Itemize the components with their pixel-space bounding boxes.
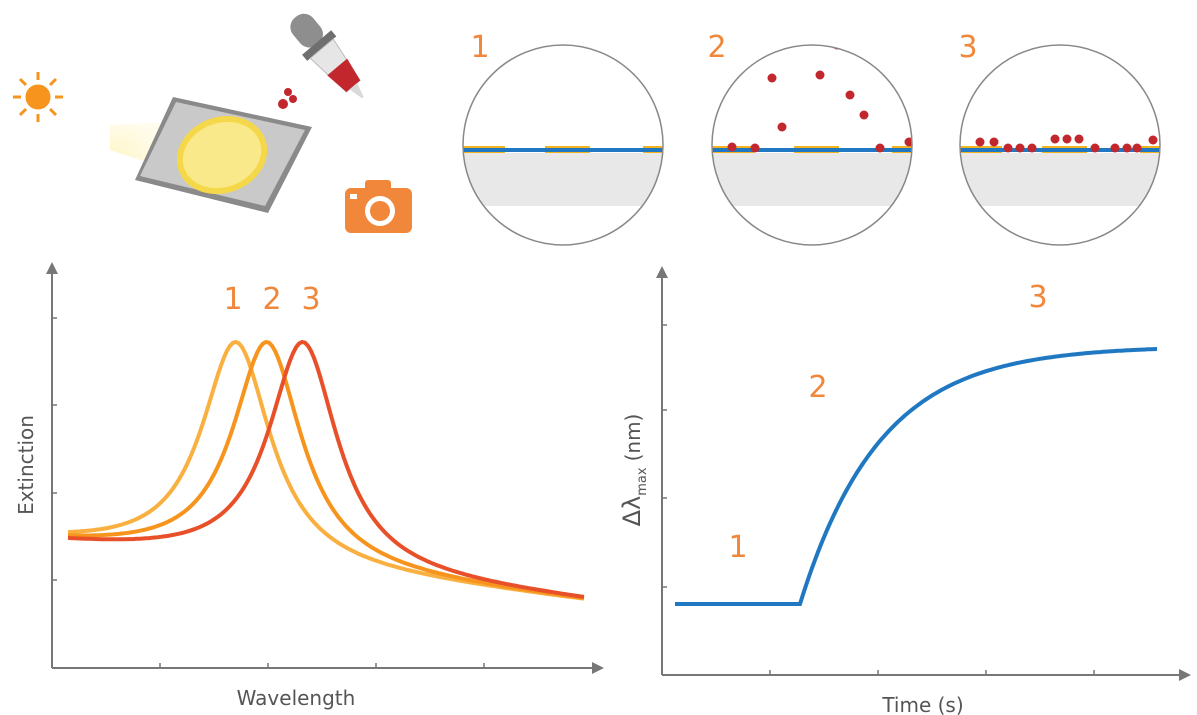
molecule <box>728 143 737 152</box>
step-label: 2 <box>707 30 726 65</box>
molecule <box>1063 135 1072 144</box>
phase-label: 3 <box>1028 280 1047 315</box>
x-axis-label: Wavelength <box>237 686 356 710</box>
spectrum-curve <box>68 342 584 599</box>
molecule <box>1028 144 1037 153</box>
molecule <box>778 123 787 132</box>
molecule <box>1075 135 1084 144</box>
y-symbol: Δλ <box>618 496 646 527</box>
y-axis-label: Extinction <box>14 415 38 515</box>
spectrum-plot <box>52 268 598 668</box>
molecule <box>1161 136 1170 145</box>
y-unit: (nm) <box>621 414 645 462</box>
molecule <box>1004 144 1013 153</box>
dropper-icon <box>278 5 377 110</box>
curve-label: 2 <box>262 282 281 317</box>
step-view <box>460 45 688 245</box>
step-label: 1 <box>470 30 489 65</box>
molecule <box>1091 144 1100 153</box>
molecule <box>846 91 855 100</box>
curve-label: 3 <box>301 282 320 317</box>
sample-slide <box>110 97 312 213</box>
molecule <box>1111 144 1120 153</box>
kinetics-curve <box>675 349 1157 604</box>
sun-icon <box>13 72 63 122</box>
molecule <box>1016 144 1025 153</box>
molecule <box>876 144 885 153</box>
molecule <box>768 74 777 83</box>
figure: 1 2 3 1 2 3 Extinction Wavelength 1 2 3 … <box>0 0 1197 715</box>
phase-label: 1 <box>728 530 747 565</box>
camera-icon <box>345 180 412 233</box>
step-view <box>957 45 1185 245</box>
molecule <box>860 111 869 120</box>
y-subscript: max <box>635 467 650 496</box>
substrate <box>463 153 663 206</box>
kinetics-plot <box>662 272 1185 675</box>
background <box>463 45 663 245</box>
spectrum-curve <box>68 342 584 597</box>
molecule <box>976 138 985 147</box>
substrate <box>712 153 912 206</box>
y-axis-label: Δλmax (nm) <box>618 414 650 527</box>
molecule <box>816 71 825 80</box>
step-label: 3 <box>958 30 977 65</box>
step-view <box>709 41 937 246</box>
phase-label: 2 <box>808 370 827 405</box>
molecule <box>1149 136 1158 145</box>
molecule <box>1051 135 1060 144</box>
curve-label: 1 <box>223 282 242 317</box>
molecule <box>1133 144 1142 153</box>
molecule <box>751 144 760 153</box>
molecule <box>1123 144 1132 153</box>
step-circles <box>460 41 1185 246</box>
x-axis-label: Time (s) <box>881 693 963 715</box>
spectrum-curve <box>68 342 584 598</box>
molecule <box>990 138 999 147</box>
substrate <box>960 153 1160 206</box>
